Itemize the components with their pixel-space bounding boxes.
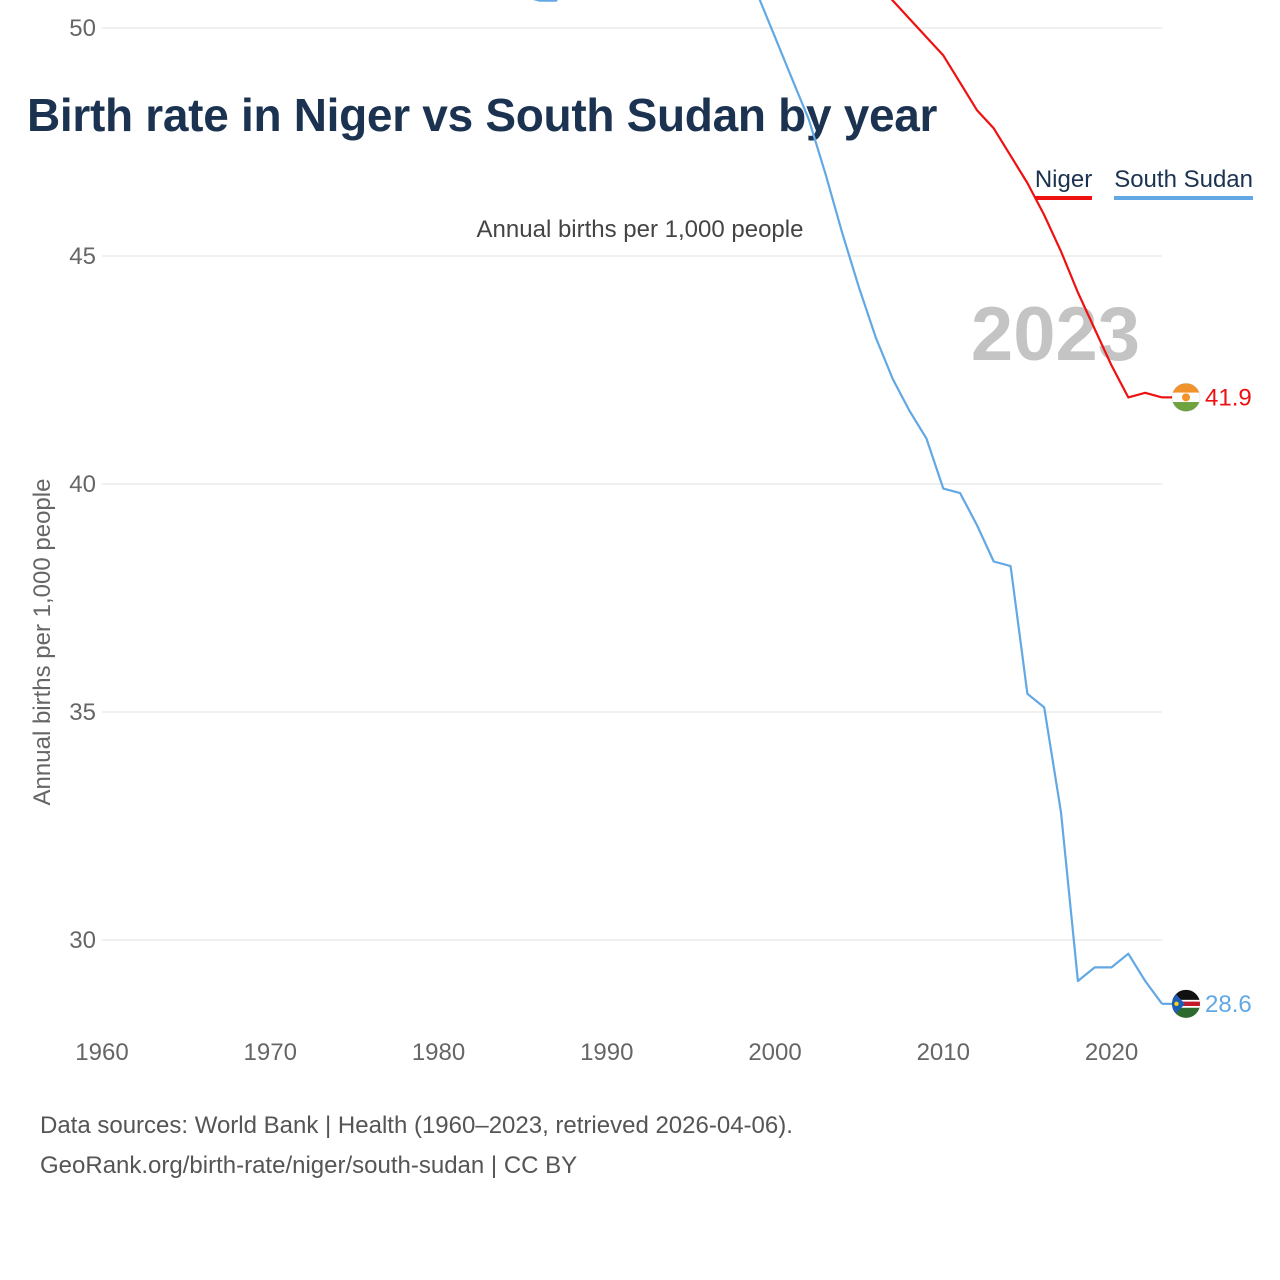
y-tick-label: 45 — [69, 243, 96, 270]
y-tick-label: 40 — [69, 471, 96, 498]
flag-stripe — [1172, 383, 1200, 393]
x-tick-label: 1980 — [412, 1039, 465, 1066]
legend: Niger South Sudan — [1034, 166, 1253, 200]
x-tick-label: 1990 — [580, 1039, 633, 1066]
y-tick-label: 30 — [69, 927, 96, 954]
flag-stripe — [1172, 1006, 1200, 1008]
x-tick-label: 1970 — [244, 1039, 297, 1066]
x-tick-label: 1960 — [75, 1039, 128, 1066]
y-tick-label: 35 — [69, 699, 96, 726]
series-line-niger — [890, 0, 1163, 399]
chart-title: Birth rate in Niger vs South Sudan by ye… — [27, 89, 938, 141]
year-watermark: 2023 — [971, 292, 1140, 377]
source-note: Data sources: World Bank | Health (1960–… — [40, 1106, 793, 1186]
south-sudan-flag-icon — [1172, 989, 1200, 1018]
y-tick-label: 50 — [69, 15, 96, 42]
y-axis-label: Annual births per 1,000 people — [29, 479, 56, 806]
flag-outline — [1171, 382, 1201, 412]
niger-flag-icon — [1172, 383, 1200, 412]
end-value-label: 41.9 — [1205, 384, 1252, 411]
flag-star — [1174, 1001, 1179, 1007]
source-line: Data sources: World Bank | Health (1960–… — [40, 1112, 793, 1139]
flag-stripe — [1172, 1001, 1200, 1007]
flag-stripe — [1172, 989, 1200, 1000]
x-tick-label: 2020 — [1085, 1039, 1138, 1066]
source-link[interactable]: GeoRank.org/birth-rate/niger/south-sudan… — [40, 1152, 578, 1179]
flag-outline — [1171, 989, 1201, 1019]
series-line-south-sudan — [532, 0, 1163, 1005]
flag-stripe — [1172, 999, 1200, 1002]
chart-subtitle: Annual births per 1,000 people — [476, 216, 804, 243]
x-tick-label: 2000 — [748, 1039, 801, 1066]
end-value-label: 28.6 — [1205, 991, 1252, 1018]
legend-item-niger[interactable]: Niger — [1034, 166, 1093, 200]
flag-stripe — [1172, 402, 1200, 412]
flag-sun — [1182, 393, 1190, 402]
x-tick-label: 2010 — [917, 1039, 970, 1066]
legend-item-south-sudan[interactable]: South Sudan — [1114, 166, 1253, 200]
flag-stripe — [1172, 1007, 1200, 1018]
